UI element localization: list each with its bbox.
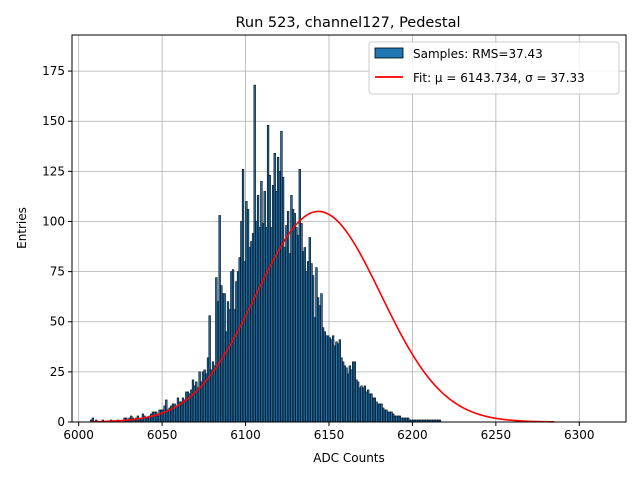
plot-area-frame — [71, 34, 627, 423]
x-axis-ticks: 6000 6050 6100 6150 6200 6250 6300 — [63, 422, 595, 442]
legend-box — [368, 41, 620, 95]
y-tick-label: 75 — [50, 265, 65, 279]
x-tick-label: 6150 — [314, 428, 345, 442]
y-axis-label: Entries — [15, 207, 29, 249]
legend: Samples: RMS=37.43 Fit: μ = 6143.734, σ … — [368, 41, 620, 95]
gaussian-fit-curve — [92, 210, 555, 423]
x-tick-label: 6000 — [63, 428, 94, 442]
x-tick-label: 6300 — [564, 428, 595, 442]
legend-fit-label: Fit: μ = 6143.734, σ = 37.33 — [413, 71, 585, 85]
x-tick-label: 6250 — [481, 428, 512, 442]
y-tick-label: 50 — [50, 315, 65, 329]
x-axis-label: ADC Counts — [313, 451, 385, 465]
y-axis-ticks: 0 25 50 75 100 125 150 175 — [42, 64, 72, 429]
legend-samples-patch — [374, 47, 404, 59]
y-tick-label: 175 — [42, 64, 65, 78]
y-tick-label: 150 — [42, 114, 65, 128]
x-tick-label: 6200 — [397, 428, 428, 442]
y-tick-label: 0 — [57, 415, 65, 429]
legend-samples-label: Samples: RMS=37.43 — [413, 47, 543, 61]
y-tick-label: 25 — [50, 365, 65, 379]
y-tick-label: 125 — [42, 164, 65, 178]
chart-title: Run 523, channel127, Pedestal — [235, 15, 460, 31]
y-tick-label: 100 — [42, 214, 65, 228]
x-tick-label: 6050 — [147, 428, 178, 442]
x-tick-label: 6100 — [230, 428, 261, 442]
